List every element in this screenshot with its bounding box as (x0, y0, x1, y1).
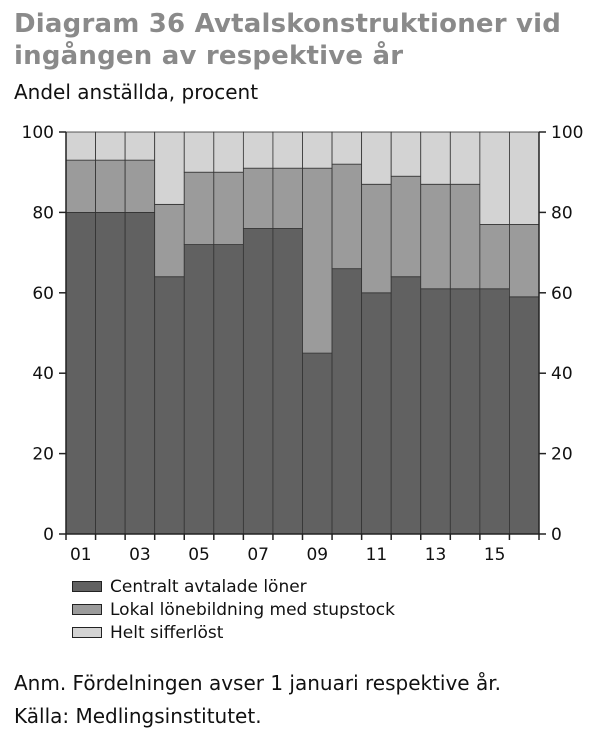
legend-swatch-free (72, 627, 102, 638)
y-tick-label-right-100: 100 (551, 123, 583, 143)
bar-free-08 (272, 131, 303, 169)
bar-local-11 (361, 183, 392, 294)
y-tick-label-left-100: 100 (22, 123, 54, 143)
bar-local-06 (213, 171, 244, 245)
y-tick-label-left-40: 40 (32, 364, 54, 384)
bar-central-04 (154, 276, 185, 535)
bar-free-12 (390, 131, 422, 177)
x-tick-label-13: 13 (425, 545, 447, 565)
bar-central-16 (509, 296, 540, 535)
bar-central-02 (95, 212, 126, 535)
bar-local-14 (449, 183, 481, 290)
bar-local-16 (509, 224, 540, 298)
bar-free-04 (154, 131, 185, 205)
bar-free-03 (124, 131, 156, 161)
bar-local-12 (390, 175, 422, 278)
bar-free-16 (509, 131, 540, 225)
bar-local-15 (479, 224, 510, 290)
bar-central-10 (331, 268, 363, 535)
legend-label-local: Lokal lönebildning med stupstock (110, 599, 395, 620)
x-tick-label-01: 01 (70, 545, 92, 565)
bar-local-04 (154, 203, 185, 278)
bar-free-13 (420, 131, 451, 185)
bar-free-02 (95, 131, 126, 161)
bar-free-15 (479, 131, 510, 225)
x-tick-label-03: 03 (129, 545, 151, 565)
legend-swatch-local (72, 604, 102, 615)
stacked-bar-chart: 0 0 20 20 40 40 60 60 80 80 100 100 01 03 05 07 09 11 13 15 (22, 123, 584, 565)
bar-free-06 (213, 131, 244, 173)
bar-local-09 (302, 167, 333, 354)
legend-swatch-central (72, 581, 102, 592)
legend-item-free: Helt sifferlöst (72, 621, 395, 644)
bar-local-08 (272, 167, 303, 229)
bar-central-05 (183, 244, 215, 535)
bar-local-07 (242, 167, 274, 229)
y-tick-label-left-60: 60 (32, 284, 54, 304)
bar-central-15 (479, 288, 510, 535)
chart-subtitle: Andel anställda, procent (14, 80, 259, 104)
bar-local-03 (124, 159, 156, 213)
x-tick-label-07: 07 (247, 545, 269, 565)
bar-central-13 (420, 288, 451, 535)
bar-central-01 (65, 212, 96, 535)
bar-central-06 (213, 244, 244, 535)
y-tick-label-right-20: 20 (551, 445, 573, 465)
bar-local-13 (420, 183, 451, 290)
x-tick-label-09: 09 (306, 545, 328, 565)
bar-local-05 (183, 171, 215, 245)
legend: Centralt avtalade löner Lokal lönebildni… (72, 575, 395, 644)
bar-central-12 (390, 276, 422, 535)
bar-free-01 (65, 131, 96, 161)
bar-free-09 (302, 131, 333, 169)
y-tick-label-right-80: 80 (551, 203, 573, 223)
bar-central-11 (361, 292, 392, 535)
bar-free-05 (183, 131, 215, 173)
legend-item-central: Centralt avtalade löner (72, 575, 395, 598)
bar-local-02 (95, 159, 126, 213)
legend-label-free: Helt sifferlöst (110, 622, 224, 643)
bar-free-11 (361, 131, 392, 185)
y-tick-label-left-20: 20 (32, 445, 54, 465)
y-tick-label-left-0: 0 (43, 525, 54, 545)
bar-central-14 (449, 288, 481, 535)
x-tick-label-05: 05 (188, 545, 210, 565)
y-tick-label-right-40: 40 (551, 364, 573, 384)
x-tick-label-15: 15 (484, 545, 506, 565)
bar-central-03 (124, 212, 156, 535)
legend-label-central: Centralt avtalade löner (110, 576, 307, 597)
bar-central-09 (302, 352, 333, 535)
x-tick-label-11: 11 (366, 545, 388, 565)
bar-local-10 (331, 163, 363, 270)
bar-local-01 (65, 159, 96, 213)
note-anm: Anm. Fördelningen avser 1 januari respek… (14, 671, 501, 695)
legend-item-local: Lokal lönebildning med stupstock (72, 598, 395, 621)
bar-free-07 (242, 131, 274, 169)
y-tick-label-right-60: 60 (551, 284, 573, 304)
bar-free-14 (449, 131, 481, 185)
y-tick-label-right-0: 0 (551, 525, 562, 545)
bar-free-10 (331, 131, 363, 165)
bar-central-08 (272, 228, 303, 535)
chart-title: Diagram 36 Avtalskonstruktioner vid ingå… (14, 9, 562, 71)
bar-central-07 (242, 228, 274, 535)
note-source: Källa: Medlingsinstitutet. (14, 704, 262, 728)
y-tick-label-left-80: 80 (32, 203, 54, 223)
